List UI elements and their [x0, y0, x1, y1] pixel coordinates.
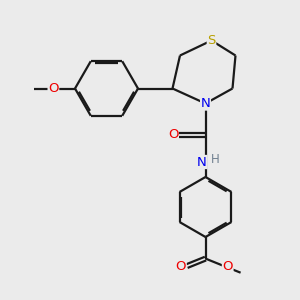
Text: O: O — [168, 128, 178, 142]
Text: H: H — [211, 153, 220, 166]
Text: S: S — [207, 34, 216, 47]
Text: O: O — [176, 260, 186, 273]
Text: N: N — [201, 97, 210, 110]
Text: O: O — [48, 82, 59, 95]
Text: N: N — [197, 155, 207, 169]
Text: O: O — [223, 260, 233, 273]
